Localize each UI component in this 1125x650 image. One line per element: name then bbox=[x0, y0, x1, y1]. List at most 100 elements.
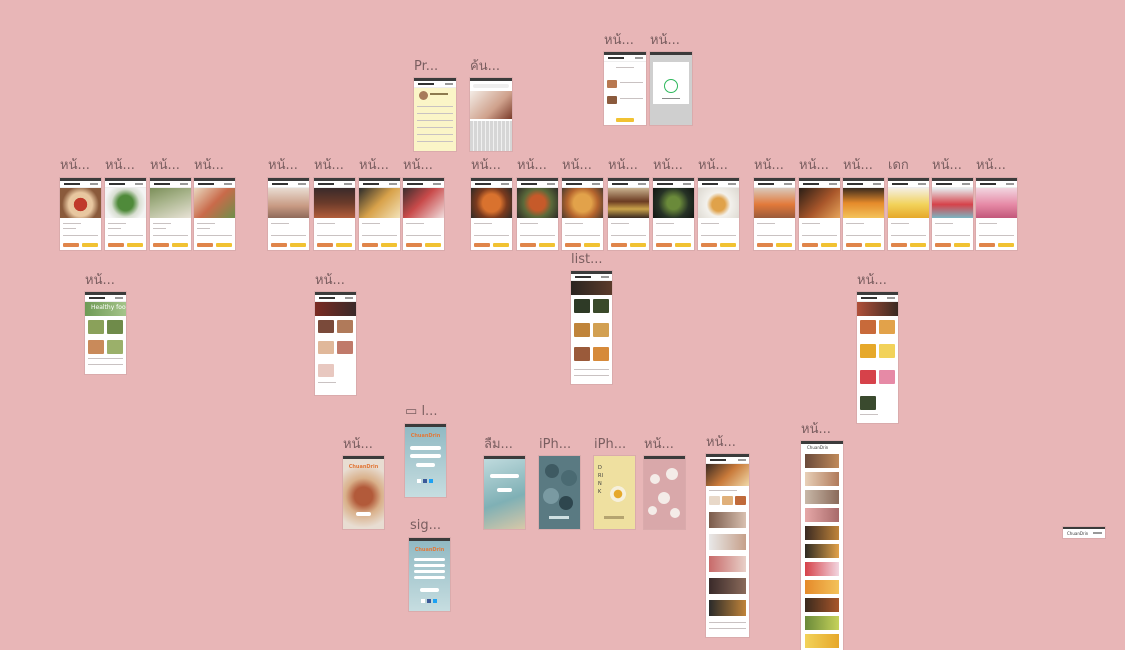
label-list-left: หน้... bbox=[85, 273, 115, 288]
label-menu-c2: หน้... bbox=[517, 158, 547, 173]
label-list-right: หน้... bbox=[857, 273, 887, 288]
password-field[interactable] bbox=[414, 570, 445, 573]
category-list-screen[interactable]: Healthy food bbox=[85, 292, 126, 374]
drink-detail-screen[interactable] bbox=[932, 178, 973, 250]
monitor-icon: ▭ bbox=[405, 404, 418, 419]
label-menu-c4: หน้... bbox=[608, 158, 638, 173]
login-button[interactable] bbox=[416, 463, 435, 467]
category-list-screen[interactable] bbox=[571, 271, 612, 384]
label-menu-a3: หน้... bbox=[150, 158, 180, 173]
label-menu-d3: หน้... bbox=[843, 158, 873, 173]
menu-detail-screen[interactable] bbox=[150, 178, 191, 250]
app-logo: ChuanDrin bbox=[410, 433, 441, 439]
label-menu-c1: หน้... bbox=[471, 158, 501, 173]
forgot-password-screen[interactable] bbox=[484, 456, 525, 529]
start-button[interactable] bbox=[356, 512, 371, 516]
label-home-longer: หน้... bbox=[801, 422, 831, 437]
search-screen[interactable] bbox=[470, 78, 512, 151]
banner-title: Healthy food bbox=[91, 304, 126, 311]
username-field[interactable] bbox=[410, 446, 441, 450]
drink-word: DRINK bbox=[598, 465, 603, 495]
label-menu-b3: หน้... bbox=[359, 158, 389, 173]
menu-detail-screen[interactable] bbox=[517, 178, 558, 250]
label-menu-d4: เดก bbox=[888, 158, 909, 173]
email-field[interactable] bbox=[414, 564, 445, 567]
password-field[interactable] bbox=[410, 454, 441, 458]
label-menu-b1: หน้... bbox=[268, 158, 298, 173]
checkout-button[interactable] bbox=[616, 118, 634, 122]
label-menu-c5: หน้... bbox=[653, 158, 683, 173]
name-field[interactable] bbox=[414, 558, 445, 561]
onboarding-drink-screen[interactable]: DRINK bbox=[594, 456, 635, 529]
drink-detail-screen[interactable] bbox=[754, 178, 795, 250]
home-longer-screen[interactable]: ChuanDrin bbox=[801, 441, 843, 650]
label-list-mid: หน้... bbox=[315, 273, 345, 288]
label-iphone-b: iPh... bbox=[594, 437, 627, 452]
google-icon[interactable] bbox=[417, 479, 421, 483]
app-title: ChuanDrin bbox=[807, 445, 829, 450]
keyboard[interactable] bbox=[470, 121, 512, 151]
label-menu-a4: หน้... bbox=[194, 158, 224, 173]
cart-screen[interactable] bbox=[604, 52, 646, 125]
confirm-password-field[interactable] bbox=[414, 576, 445, 579]
menu-detail-screen[interactable] bbox=[105, 178, 146, 250]
label-cart: หน้... bbox=[604, 33, 634, 48]
onboarding-eat-screen[interactable] bbox=[539, 456, 580, 529]
label-signup: sig... bbox=[410, 518, 442, 533]
menu-detail-screen[interactable] bbox=[359, 178, 400, 250]
menu-detail-screen[interactable] bbox=[60, 178, 101, 250]
category-list-screen[interactable] bbox=[857, 292, 898, 423]
signup-screen[interactable]: ChuanDrin bbox=[409, 538, 450, 611]
menu-detail-screen[interactable] bbox=[403, 178, 444, 250]
header-component[interactable]: ChuanDrin bbox=[1063, 527, 1105, 538]
category-list-screen[interactable] bbox=[315, 292, 356, 395]
label-menu-c6: หน้... bbox=[698, 158, 728, 173]
splash-screen[interactable]: ChuanDrin bbox=[343, 456, 384, 529]
label-menu-d6: หน้... bbox=[976, 158, 1006, 173]
label-login-text: l... bbox=[421, 404, 438, 419]
reset-button[interactable] bbox=[497, 488, 512, 492]
twitter-icon[interactable] bbox=[429, 479, 433, 483]
menu-detail-screen[interactable] bbox=[653, 178, 694, 250]
menu-detail-screen[interactable] bbox=[194, 178, 235, 250]
drink-detail-screen[interactable] bbox=[843, 178, 884, 250]
google-icon[interactable] bbox=[421, 599, 425, 603]
label-splash: หน้... bbox=[343, 437, 373, 452]
search-input[interactable] bbox=[473, 84, 509, 88]
drink-detail-screen[interactable] bbox=[976, 178, 1017, 250]
menu-detail-screen[interactable] bbox=[698, 178, 739, 250]
label-menu-d1: หน้... bbox=[754, 158, 784, 173]
login-screen[interactable]: ChuanDrin bbox=[405, 424, 446, 497]
app-logo: ChuanDrin bbox=[414, 547, 445, 553]
facebook-icon[interactable] bbox=[423, 479, 427, 483]
label-profile: Pr... bbox=[414, 59, 439, 74]
menu-detail-screen[interactable] bbox=[471, 178, 512, 250]
menu-detail-screen[interactable] bbox=[562, 178, 603, 250]
label-menu-c3: หน้... bbox=[562, 158, 592, 173]
facebook-icon[interactable] bbox=[427, 599, 431, 603]
drink-detail-screen[interactable] bbox=[888, 178, 929, 250]
label-menu-b4: หน้... bbox=[403, 158, 433, 173]
menu-detail-screen[interactable] bbox=[268, 178, 309, 250]
label-payment: หน้... bbox=[650, 33, 680, 48]
home-pink-screen[interactable] bbox=[644, 456, 685, 529]
drink-detail-screen[interactable] bbox=[799, 178, 840, 250]
signup-button[interactable] bbox=[420, 588, 439, 592]
check-circle-icon bbox=[664, 79, 678, 93]
profile-screen[interactable] bbox=[414, 78, 456, 151]
email-field[interactable] bbox=[490, 474, 519, 478]
label-menu-a1: หน้... bbox=[60, 158, 90, 173]
payment-success-screen[interactable] bbox=[650, 52, 692, 125]
home-long-screen[interactable] bbox=[706, 454, 749, 637]
label-list-center: list... bbox=[571, 252, 603, 267]
label-menu-b2: หน้... bbox=[314, 158, 344, 173]
menu-detail-screen[interactable] bbox=[314, 178, 355, 250]
label-home-pink: หน้... bbox=[644, 437, 674, 452]
app-logo: ChuanDrin bbox=[348, 464, 379, 470]
menu-detail-screen[interactable] bbox=[608, 178, 649, 250]
label-iphone-a: iPh... bbox=[539, 437, 572, 452]
twitter-icon[interactable] bbox=[433, 599, 437, 603]
label-forgot: ลืม... bbox=[484, 437, 513, 452]
label-menu-d2: หน้... bbox=[799, 158, 829, 173]
